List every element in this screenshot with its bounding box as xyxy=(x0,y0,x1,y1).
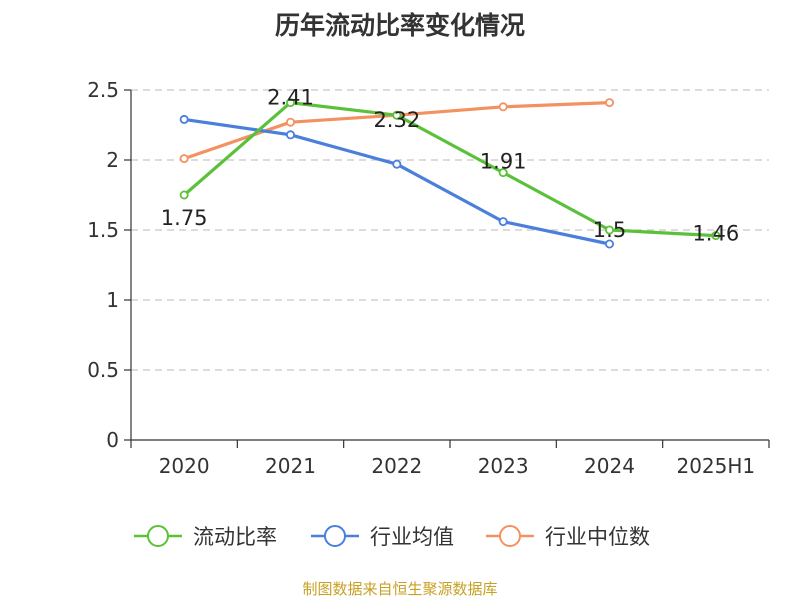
x-tick-label: 2020 xyxy=(159,454,210,478)
y-tick-label: 1.5 xyxy=(87,218,119,242)
x-tick-label: 2021 xyxy=(265,454,316,478)
y-tick-label: 2 xyxy=(106,148,119,172)
x-tick-label: 2024 xyxy=(584,454,635,478)
data-point xyxy=(605,225,615,235)
x-tick-label: 2022 xyxy=(371,454,422,478)
x-tick-label: 2025H1 xyxy=(676,454,755,478)
data-point xyxy=(498,102,508,112)
legend-label: 行业中位数 xyxy=(545,525,650,549)
data-point xyxy=(498,168,508,178)
data-label: 1.75 xyxy=(161,206,208,230)
y-tick-label: 0.5 xyxy=(87,358,119,382)
data-point xyxy=(179,154,189,164)
y-tick-label: 1 xyxy=(106,288,119,312)
data-point xyxy=(392,110,402,120)
series-line xyxy=(183,100,716,238)
data-point xyxy=(392,159,402,169)
data-point xyxy=(285,130,295,140)
source-note: 制图数据来自恒生聚源数据库 xyxy=(302,580,498,598)
legend-label: 流动比率 xyxy=(193,525,277,549)
x-tick-label: 2023 xyxy=(478,454,529,478)
legend-marker xyxy=(147,525,169,547)
legend-marker xyxy=(499,525,521,547)
legend-marker xyxy=(324,525,346,547)
data-point xyxy=(179,190,189,200)
data-point xyxy=(498,217,508,227)
data-point xyxy=(285,117,295,127)
data-point xyxy=(605,239,615,249)
chart-title: 历年流动比率变化情况 xyxy=(274,11,525,40)
y-tick-label: 0 xyxy=(106,428,119,452)
data-label: 2.32 xyxy=(373,108,420,132)
legend-label: 行业均值 xyxy=(370,525,454,549)
data-point xyxy=(605,98,615,108)
data-label: 1.46 xyxy=(692,222,739,246)
data-point xyxy=(711,231,721,241)
data-point xyxy=(285,98,295,108)
data-label: 2.41 xyxy=(267,86,314,110)
data-label: 1.91 xyxy=(480,150,527,174)
y-tick-label: 2.5 xyxy=(87,78,119,102)
data-point xyxy=(179,114,189,124)
data-label: 1.5 xyxy=(593,218,626,242)
